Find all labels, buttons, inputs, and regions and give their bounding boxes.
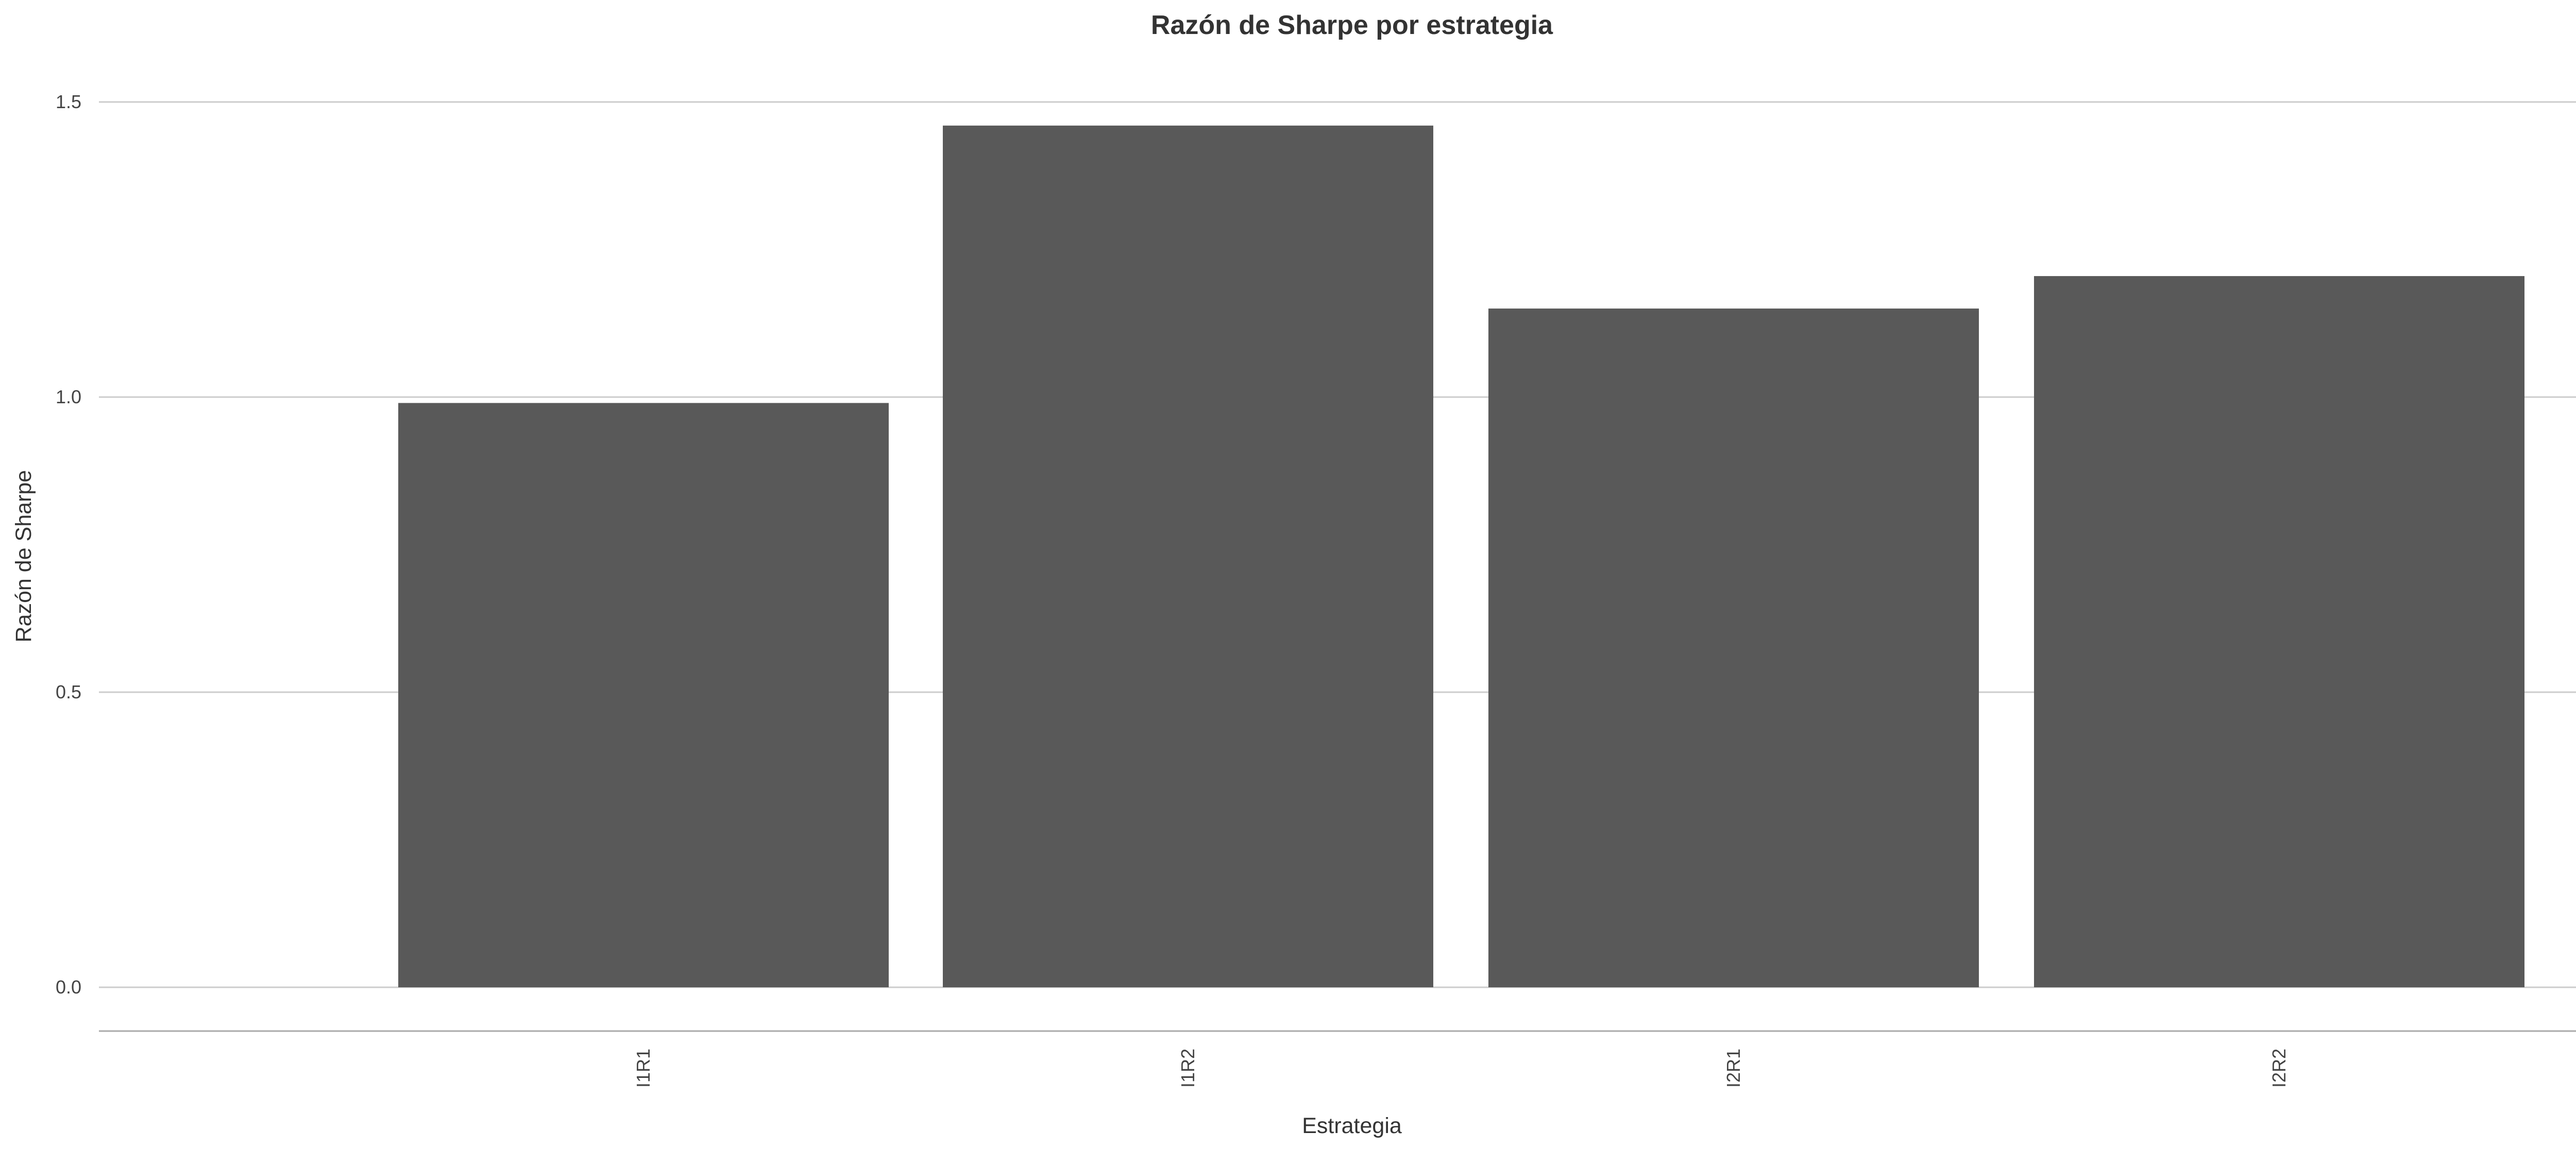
bars	[398, 125, 2524, 988]
x-axis-label: Estrategia	[1302, 1113, 1402, 1138]
bar-i2r2	[2034, 276, 2524, 987]
y-axis-ticks: 0.0 0.5 1.0 1.5	[56, 91, 81, 998]
bar-i1r2	[943, 125, 1433, 988]
y-tick-label: 1.5	[56, 91, 81, 112]
x-tick-label: I2R2	[2268, 1049, 2290, 1088]
x-tick-label: I1R1	[633, 1049, 654, 1088]
y-tick-label: 0.5	[56, 681, 81, 702]
x-axis-ticks: I1R1 I1R2 I2R1 I2R2	[633, 1049, 2290, 1088]
y-tick-label: 0.0	[56, 976, 81, 998]
chart-title: Razón de Sharpe por estrategia	[1151, 10, 1553, 40]
y-axis-label: Razón de Sharpe	[11, 470, 36, 643]
y-tick-label: 1.0	[56, 386, 81, 407]
bar-i2r1	[1488, 308, 1979, 987]
x-tick-label: I1R2	[1177, 1049, 1198, 1088]
bar-i1r1	[398, 403, 889, 988]
x-tick-label: I2R1	[1723, 1049, 1744, 1088]
